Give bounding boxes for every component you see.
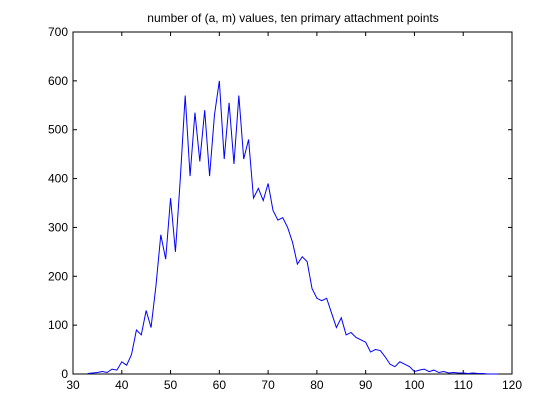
series-line	[87, 80, 498, 375]
x-tick-label: 60	[213, 378, 227, 392]
x-tick-label: 50	[164, 378, 178, 392]
plot-frame	[72, 31, 513, 375]
x-tick-label: 100	[404, 378, 424, 392]
y-tick-label: 400	[48, 172, 68, 186]
chart-title: number of (a, m) values, ten primary att…	[147, 11, 438, 25]
x-tick-label: 110	[454, 378, 473, 392]
x-tick-label: 90	[359, 378, 373, 392]
x-tick-label: 80	[310, 378, 324, 392]
y-tick-label: 0	[61, 367, 68, 381]
y-tick-label: 100	[48, 318, 68, 332]
y-tick-label: 200	[48, 269, 68, 283]
y-tick-label: 700	[48, 25, 68, 39]
x-tick-label: 30	[66, 378, 80, 392]
y-tick-label: 500	[48, 123, 68, 137]
axis-tick-labels: 30 40 50 60 70 80 90 100 110 120 0 100 200 300 400 500 6…	[48, 25, 522, 392]
y-tick-label: 300	[48, 220, 68, 234]
y-tick-label: 600	[48, 74, 68, 88]
x-tick-label: 120	[502, 378, 522, 392]
axis-ticks	[72, 31, 513, 375]
x-tick-label: 40	[115, 378, 129, 392]
x-tick-label: 70	[261, 378, 275, 392]
